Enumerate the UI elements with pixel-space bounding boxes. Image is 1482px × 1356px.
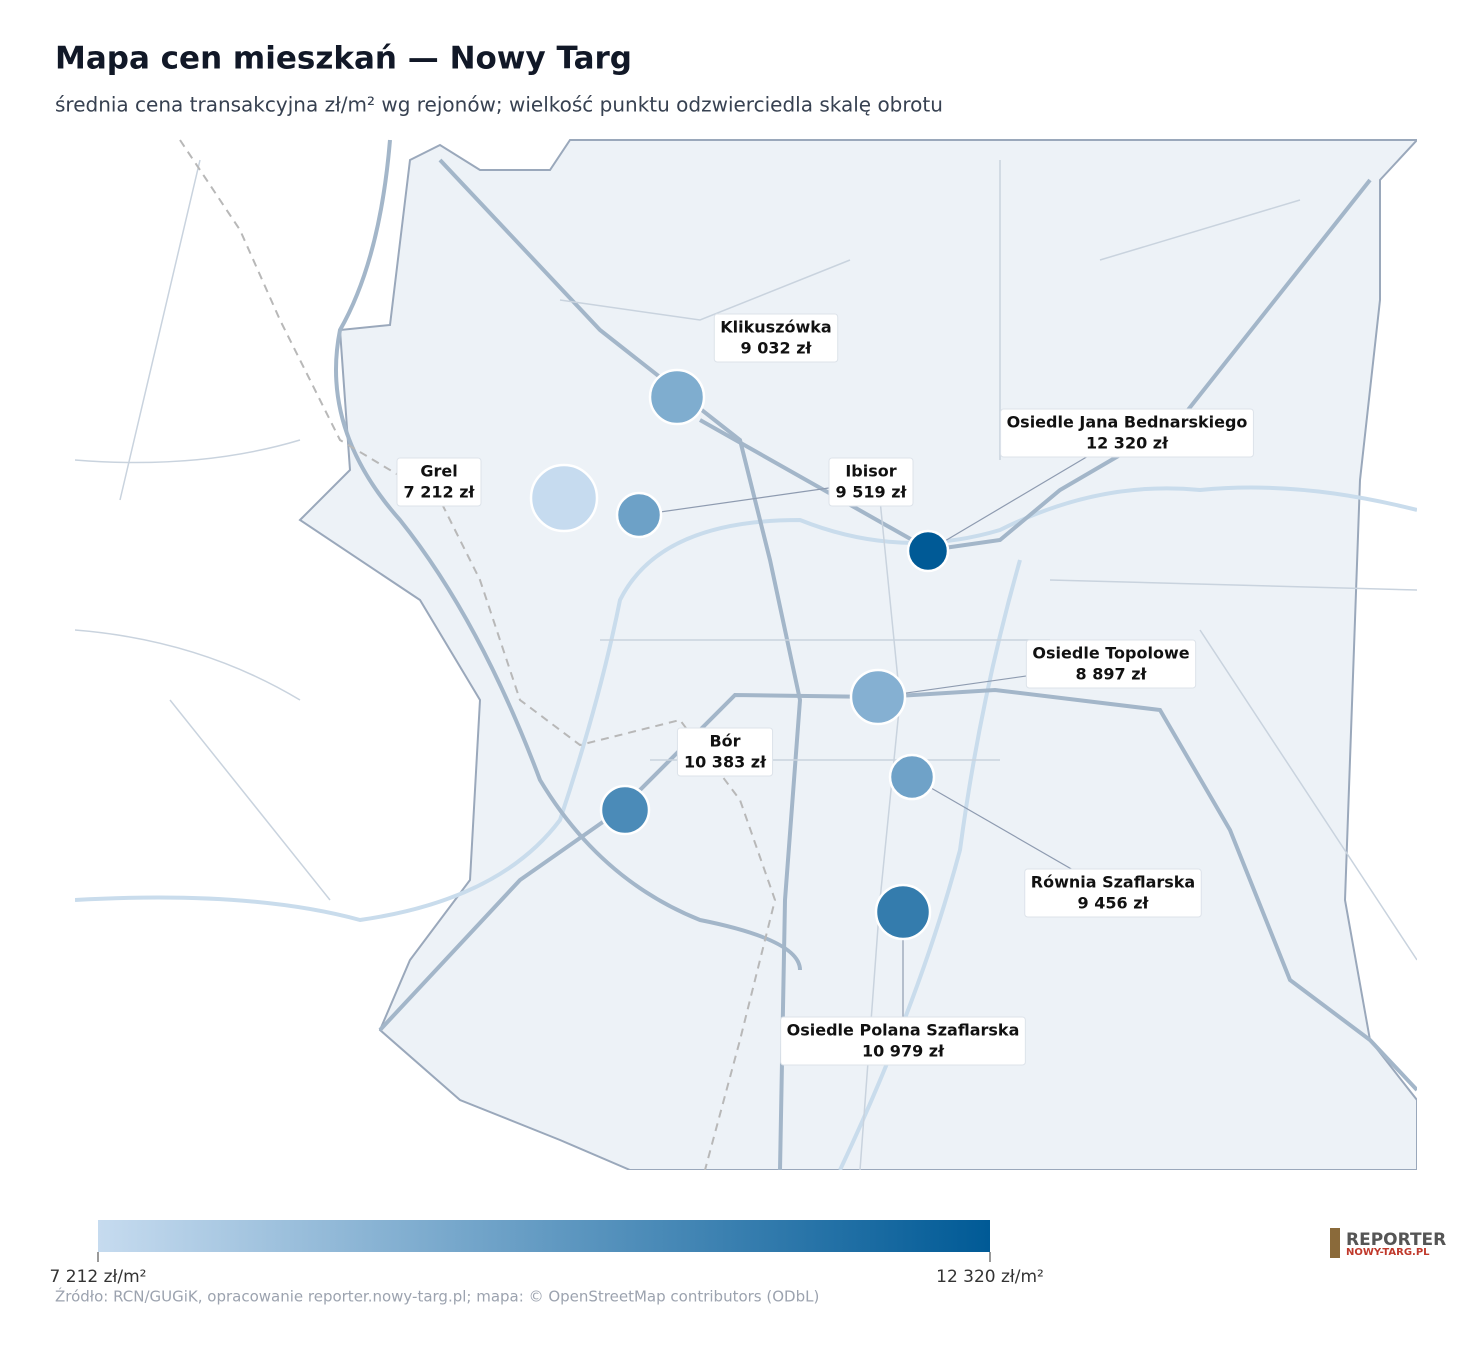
region-value: 9 032 zł <box>741 339 813 358</box>
bubble <box>906 529 950 573</box>
region-value: 10 383 zł <box>684 753 767 772</box>
colorbar <box>98 1220 990 1252</box>
bubble <box>849 668 907 726</box>
region-name: Bór <box>709 732 740 751</box>
title: Mapa cen mieszkań — Nowy Targ <box>55 41 632 77</box>
source: Źródło: RCN/GUGiK, opracowanie reporter.… <box>55 1287 819 1306</box>
label-box <box>780 1016 1026 1066</box>
bubble <box>529 463 599 533</box>
logo-top: REPORTER <box>1346 1230 1446 1250</box>
region-value: 8 897 zł <box>1076 665 1148 684</box>
bubbles <box>529 368 950 941</box>
bubble <box>874 883 932 941</box>
label-box <box>676 727 774 777</box>
label-box <box>1025 639 1197 689</box>
region-value: 9 519 zł <box>836 483 908 502</box>
region-name: Osiedle Polana Szaflarska <box>787 1021 1020 1040</box>
label-box <box>828 457 914 507</box>
region-name: Ibisor <box>845 462 896 481</box>
region-name: Grel <box>420 462 457 481</box>
region-name: Osiedle Jana Bednarskiego <box>1007 413 1248 432</box>
basemap <box>75 139 1417 1170</box>
bubble <box>599 784 651 836</box>
bubble <box>615 491 663 539</box>
region-value: 10 979 zł <box>862 1042 945 1061</box>
colorbar-label: 12 320 zł/m² <box>936 1267 1044 1287</box>
labels: Klikuszówka 9 032 zł Grel 7 212 zł Ibisor 9 5… <box>396 313 1254 1066</box>
region-value: 12 320 zł <box>1086 434 1169 453</box>
subtitle: średnia cena transakcyjna zł/m² wg rejon… <box>55 93 943 117</box>
logo: REPORTER NOWY-TARG.PL <box>1330 1228 1446 1258</box>
region-name: Równia Szaflarska <box>1031 873 1195 892</box>
label-box <box>396 457 482 507</box>
region-value: 7 212 zł <box>404 483 476 502</box>
label-box <box>1024 868 1202 918</box>
label-box <box>713 313 839 363</box>
label-box <box>1000 408 1254 458</box>
region-name: Osiedle Topolowe <box>1032 644 1189 663</box>
logo-bottom: NOWY-TARG.PL <box>1346 1247 1430 1258</box>
region-name: Klikuszówka <box>720 318 831 337</box>
bubble <box>648 368 706 426</box>
bubble <box>888 753 936 801</box>
region-value: 9 456 zł <box>1078 894 1150 913</box>
logo-figure <box>1330 1228 1340 1258</box>
colorbar-label: 7 212 zł/m² <box>50 1267 147 1287</box>
